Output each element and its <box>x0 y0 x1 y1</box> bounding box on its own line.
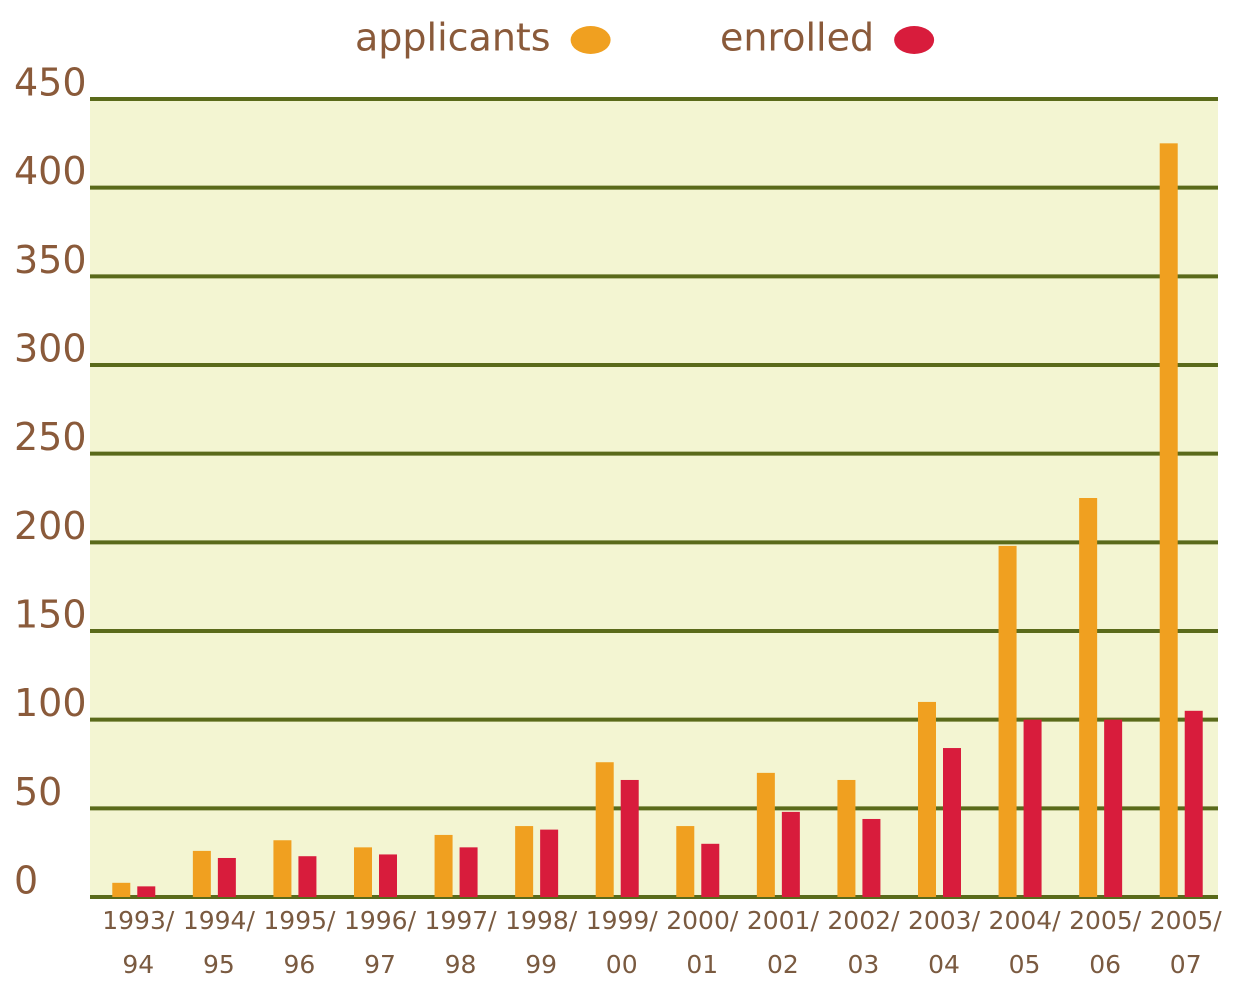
bar <box>595 762 614 897</box>
x-tick-label: 1994/ <box>183 906 256 935</box>
x-tick-label: 95 <box>203 950 235 979</box>
bar <box>137 886 156 897</box>
x-tick-label: 02 <box>767 950 799 979</box>
bar <box>515 826 534 897</box>
x-tick-label: 1996/ <box>344 906 417 935</box>
bar <box>998 545 1017 897</box>
x-tick-label: 00 <box>606 950 638 979</box>
x-tick-label: 94 <box>122 950 154 979</box>
legend-label: enrolled <box>720 16 874 60</box>
x-tick-label: 1999/ <box>586 906 659 935</box>
x-tick-label: 99 <box>525 950 557 979</box>
x-tick-label: 1998/ <box>505 906 578 935</box>
bar <box>379 854 397 897</box>
bar <box>112 882 131 897</box>
y-tick-label: 150 <box>14 593 87 637</box>
bar <box>756 772 775 897</box>
legend-swatch <box>570 26 611 54</box>
x-tick-label: 04 <box>928 950 960 979</box>
plot-background <box>90 99 1218 897</box>
x-tick-label: 98 <box>445 950 477 979</box>
x-tick-label: 2002/ <box>827 906 900 935</box>
x-tick-label: 1995/ <box>263 906 336 935</box>
x-tick-label: 2000/ <box>666 906 739 935</box>
bar <box>837 779 856 897</box>
bar <box>701 843 720 897</box>
bar <box>459 847 478 897</box>
bar <box>1159 143 1178 898</box>
x-tick-label: 97 <box>364 950 396 979</box>
bar <box>298 856 317 897</box>
legend-swatch <box>894 26 935 54</box>
x-tick-label: 05 <box>1009 950 1041 979</box>
bar <box>1184 710 1203 897</box>
y-tick-label: 250 <box>14 415 87 459</box>
bar <box>540 829 559 897</box>
x-tick-label: 1993/ <box>102 906 175 935</box>
x-tick-label: 06 <box>1089 950 1121 979</box>
y-tick-label: 450 <box>14 61 87 105</box>
bar <box>781 811 800 897</box>
bar <box>192 850 211 897</box>
bar <box>620 779 639 897</box>
x-tick-label: 2005/ <box>1069 906 1142 935</box>
bar <box>217 857 236 897</box>
y-tick-label: 100 <box>14 681 87 725</box>
x-tick-label: 01 <box>686 950 718 979</box>
legend-label: applicants <box>355 16 551 60</box>
bar <box>434 834 453 897</box>
x-tick-label: 2004/ <box>989 906 1062 935</box>
x-tick-label: 2003/ <box>908 906 981 935</box>
bar <box>943 748 961 897</box>
x-tick-label: 96 <box>284 950 316 979</box>
bar <box>1079 498 1098 897</box>
bar <box>1104 719 1123 897</box>
x-tick-label: 2001/ <box>747 906 820 935</box>
bar <box>918 701 936 897</box>
bar <box>1023 719 1042 897</box>
y-tick-label: 350 <box>14 238 87 282</box>
y-tick-label: 400 <box>14 149 87 193</box>
bar <box>676 826 695 897</box>
x-tick-label: 1997/ <box>425 906 498 935</box>
x-tick-label: 07 <box>1170 950 1202 979</box>
bar <box>273 840 292 897</box>
y-tick-label: 200 <box>14 504 87 548</box>
x-tick-label: 2005/ <box>1150 906 1223 935</box>
y-tick-label: 50 <box>14 770 62 814</box>
bar <box>862 818 881 897</box>
bar <box>354 847 372 897</box>
y-tick-label: 300 <box>14 327 87 371</box>
x-tick-label: 03 <box>848 950 880 979</box>
y-tick-label: 0 <box>14 859 38 903</box>
